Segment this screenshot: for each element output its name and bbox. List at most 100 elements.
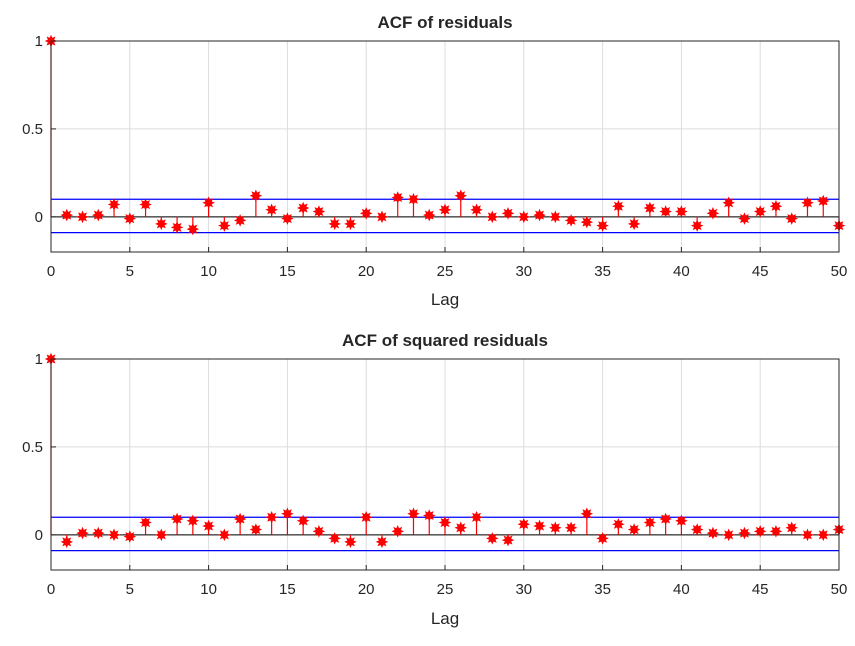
- stem-marker: [753, 205, 767, 218]
- y-tick-label: 0: [35, 209, 43, 226]
- stem-marker: [738, 526, 751, 540]
- stem-marker: [438, 203, 452, 217]
- stem-marker: [218, 219, 231, 232]
- stem-marker: [123, 212, 137, 225]
- stem-marker: [517, 518, 531, 531]
- x-tick-label: 10: [200, 263, 217, 280]
- x-tick-label: 20: [358, 263, 375, 280]
- stem-marker: [407, 507, 420, 521]
- stem-marker: [612, 518, 625, 531]
- x-tick-label: 5: [126, 263, 134, 280]
- stem-marker: [501, 207, 515, 220]
- stem-marker: [675, 514, 688, 528]
- x-tick-label: 15: [279, 581, 296, 598]
- stem-marker: [533, 519, 546, 533]
- stem-marker: [549, 210, 562, 224]
- stem-marker: [265, 203, 278, 217]
- stem-marker: [281, 507, 294, 521]
- x-tick-label: 30: [515, 263, 532, 280]
- stem-marker: [359, 207, 373, 220]
- stem-marker: [769, 200, 783, 213]
- stem-marker: [596, 532, 609, 545]
- stem-marker: [312, 525, 326, 538]
- x-tick-label: 5: [126, 581, 134, 598]
- x-tick-label: 0: [47, 263, 55, 280]
- stem-marker: [375, 210, 389, 224]
- stem-marker: [785, 212, 798, 225]
- stem-marker: [659, 205, 672, 218]
- stem-marker: [60, 535, 74, 549]
- x-tick-label: 40: [673, 581, 690, 598]
- stem-marker: [328, 217, 341, 231]
- y-tick-label: 0: [35, 527, 43, 544]
- stem-marker: [564, 214, 578, 227]
- stem-marker: [249, 523, 263, 536]
- x-tick-label: 25: [437, 263, 454, 280]
- stem-marker: [816, 528, 830, 542]
- chart-title: ACF of residuals: [377, 13, 512, 32]
- chart-title: ACF of squared residuals: [342, 331, 548, 350]
- stem-marker: [60, 208, 74, 222]
- stem-marker: [627, 523, 641, 536]
- stem-marker: [123, 530, 137, 543]
- stem-marker: [501, 533, 515, 547]
- stem-marker: [249, 189, 263, 203]
- stem-marker: [312, 205, 326, 218]
- stem-marker: [596, 219, 609, 232]
- x-tick-label: 35: [594, 581, 611, 598]
- stem-marker: [706, 526, 720, 540]
- stem-marker: [155, 217, 168, 231]
- stem-marker: [139, 198, 152, 211]
- stem-marker: [296, 514, 310, 528]
- y-tick-label: 0.5: [22, 121, 43, 138]
- x-tick-label: 25: [437, 581, 454, 598]
- stem-marker: [706, 207, 720, 220]
- stem-marker: [517, 210, 531, 224]
- acf-panel-1: 0 5 10 15 20 25 30 35 40 45 50 0 0.5 1 ACF of residual…: [22, 13, 847, 309]
- stem-marker: [438, 516, 452, 529]
- stem-marker: [722, 196, 735, 210]
- stem-marker: [470, 203, 483, 217]
- stem-marker: [155, 528, 168, 542]
- stem-marker: [564, 521, 578, 535]
- stem-marker: [233, 512, 247, 526]
- stem-marker: [675, 205, 688, 218]
- stem-marker: [218, 528, 231, 542]
- stem-marker: [486, 210, 499, 224]
- stem-marker: [643, 201, 657, 215]
- stem-marker: [816, 194, 830, 208]
- stem-marker: [344, 535, 357, 549]
- x-tick-label: 50: [831, 581, 848, 598]
- x-tick-label: 50: [831, 263, 848, 280]
- stem-marker: [659, 512, 672, 526]
- stem-marker: [785, 521, 798, 535]
- stem-marker: [801, 196, 814, 210]
- stem-marker: [359, 510, 373, 524]
- stem-marker: [801, 528, 814, 542]
- y-tick-label: 1: [35, 351, 43, 368]
- stem-marker: [769, 525, 783, 538]
- stem-marker: [454, 521, 468, 535]
- stem-marker: [202, 196, 215, 210]
- stem-marker: [690, 523, 704, 536]
- stem-marker: [486, 532, 499, 545]
- stem-marker: [627, 217, 641, 231]
- stem-marker: [454, 189, 468, 203]
- stem-marker: [722, 528, 735, 542]
- x-tick-label: 45: [752, 581, 769, 598]
- stem-marker: [470, 510, 483, 524]
- stem-marker: [580, 507, 594, 521]
- stem-marker: [265, 510, 278, 524]
- stem-marker: [643, 516, 657, 529]
- stem-marker: [107, 528, 121, 542]
- stem-marker: [422, 509, 436, 522]
- stem-marker: [186, 222, 200, 236]
- stem-marker: [92, 526, 105, 540]
- stem-marker: [281, 212, 294, 225]
- stem-marker: [296, 201, 310, 215]
- x-tick-label: 20: [358, 581, 375, 598]
- stem-marker: [375, 535, 389, 549]
- y-tick-label: 0.5: [22, 439, 43, 456]
- stem-marker: [170, 221, 184, 234]
